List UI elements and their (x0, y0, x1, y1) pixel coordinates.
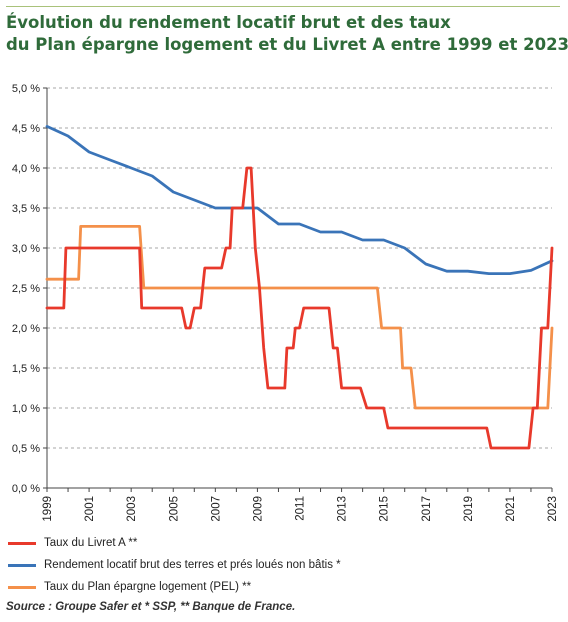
chart-title: Évolution du rendement locatif brut et d… (6, 12, 568, 56)
y-tick-label-1: 0,5 % (12, 443, 40, 455)
legend-item-rendement: Rendement locatif brut des terres et pré… (8, 554, 558, 576)
x-axis-ticks: 1999 2001 2003 2005 2007 2009 2011 2013 2015 2017… (42, 488, 559, 522)
title-line-1: Évolution du rendement locatif brut et d… (6, 13, 451, 32)
legend-label-rendement: Rendement locatif brut des terres et pré… (44, 559, 341, 571)
legend-swatch-rendement (8, 563, 36, 567)
grid-lines (47, 87, 552, 449)
line-chart: 0,0 % 0,5 % 1,0 % 1,5 % 2,0 % 2,5 % 3,0 % 3,5 %… (12, 83, 559, 522)
legend-item-livret-a: Taux du Livret A ** (8, 532, 558, 554)
x-tick-label-2005: 2005 (168, 496, 180, 522)
x-tick-label-2013: 2013 (337, 496, 349, 522)
series-lines (45, 125, 554, 450)
legend-swatch-pel (8, 585, 36, 589)
x-tick-label-2017: 2017 (421, 496, 433, 522)
x-tick-label-2015: 2015 (379, 496, 391, 522)
y-tick-label-3: 1,5 % (12, 363, 40, 375)
series-line-2 (45, 225, 554, 410)
legend: Taux du Livret A ** Rendement locatif br… (8, 532, 558, 598)
y-tick-label-8: 4,0 % (12, 163, 40, 175)
series-line-0 (45, 166, 554, 450)
x-tick-label-1999: 1999 (42, 496, 54, 522)
title-line-2: du Plan épargne logement et du Livret A … (6, 35, 568, 54)
x-tick-label-2019: 2019 (463, 496, 475, 522)
source-note: Source : Groupe Safer et * SSP, ** Banqu… (6, 601, 296, 613)
legend-label-livret-a: Taux du Livret A ** (44, 537, 138, 549)
y-tick-label-4: 2,0 % (12, 323, 40, 335)
x-tick-label-2007: 2007 (210, 496, 222, 522)
series-line-1 (45, 125, 554, 275)
x-tick-label-2001: 2001 (84, 496, 96, 522)
y-tick-label-6: 3,0 % (12, 243, 40, 255)
x-tick-label-2011: 2011 (295, 496, 307, 521)
y-tick-label-5: 2,5 % (12, 283, 40, 295)
y-tick-label-10: 5,0 % (12, 83, 40, 95)
y-tick-label-2: 1,0 % (12, 403, 40, 415)
x-tick-label-2003: 2003 (126, 496, 138, 522)
y-tick-label-9: 4,5 % (12, 123, 40, 135)
y-tick-label-7: 3,5 % (12, 203, 40, 215)
x-tick-label-2009: 2009 (252, 496, 264, 522)
top-rule (6, 6, 560, 7)
legend-swatch-livret-a (8, 541, 36, 545)
y-tick-label-0: 0,0 % (12, 483, 40, 495)
y-axis-ticks: 0,0 % 0,5 % 1,0 % 1,5 % 2,0 % 2,5 % 3,0 % 3,5 %… (12, 83, 47, 495)
x-tick-label-2021: 2021 (505, 496, 517, 522)
legend-label-pel: Taux du Plan épargne logement (PEL) ** (44, 581, 252, 593)
x-tick-label-2023: 2023 (547, 496, 559, 522)
legend-item-pel: Taux du Plan épargne logement (PEL) ** (8, 576, 558, 598)
